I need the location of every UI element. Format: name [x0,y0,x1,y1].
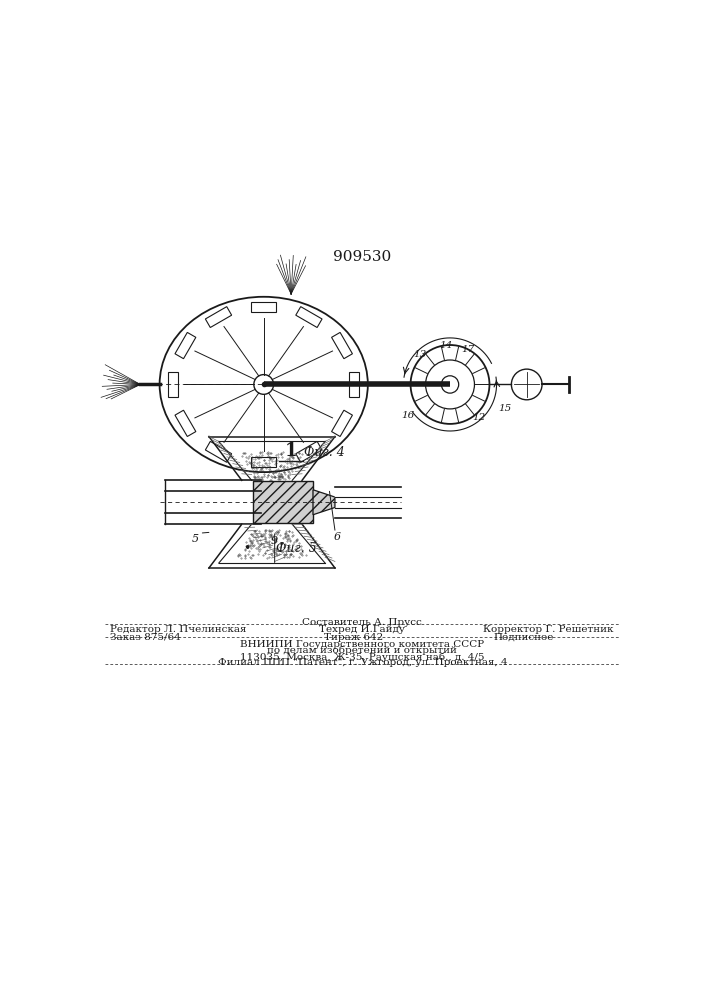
Text: •: • [244,542,251,555]
Polygon shape [252,302,276,312]
Bar [253,481,313,523]
Polygon shape [205,307,232,328]
Circle shape [511,369,542,400]
Polygon shape [175,332,196,359]
Text: 15: 15 [498,404,511,413]
Text: 909530: 909530 [333,250,392,264]
Polygon shape [332,332,353,359]
Text: Подписное: Подписное [494,633,554,642]
Text: Корректор Г. Решетник: Корректор Г. Решетник [483,625,614,634]
Polygon shape [175,410,196,437]
Text: 113035, Москва, Ж-35, Раушская наб., д. 4/5: 113035, Москва, Ж-35, Раушская наб., д. … [240,652,484,662]
Text: Заказ 875/64: Заказ 875/64 [110,633,181,642]
Text: 16: 16 [401,411,414,420]
Polygon shape [252,457,276,467]
Polygon shape [168,372,178,397]
Polygon shape [205,441,232,462]
Text: 5: 5 [192,534,199,544]
Text: 6: 6 [334,532,341,542]
Text: 12: 12 [472,413,486,422]
Text: Фиг. 5: Фиг. 5 [276,542,317,555]
Circle shape [254,375,274,394]
Text: Редактор Л. Пчелинская: Редактор Л. Пчелинская [110,625,247,634]
Text: 17: 17 [461,345,474,354]
Text: Фиг. 4: Фиг. 4 [303,446,344,459]
Polygon shape [313,490,335,515]
Text: Филиал ППП "Патент", г. Ужгород, ул. Проектная, 4: Филиал ППП "Патент", г. Ужгород, ул. Про… [218,658,507,667]
Polygon shape [332,410,353,437]
Polygon shape [296,307,322,328]
Text: Техред И.Гайду: Техред И.Гайду [319,625,404,634]
Polygon shape [296,441,322,462]
Text: 13: 13 [414,350,426,359]
Text: Тираж 642: Тираж 642 [324,633,383,642]
Text: 1: 1 [285,442,298,460]
Text: Составитель А. Прусс: Составитель А. Прусс [303,618,422,627]
Polygon shape [349,372,359,397]
Text: по делам изобретений и открытий: по делам изобретений и открытий [267,646,457,655]
Text: 14: 14 [439,341,452,350]
Text: ВНИИПИ Государственного комитета СССР: ВНИИПИ Государственного комитета СССР [240,640,484,649]
Text: 9: 9 [271,536,279,546]
